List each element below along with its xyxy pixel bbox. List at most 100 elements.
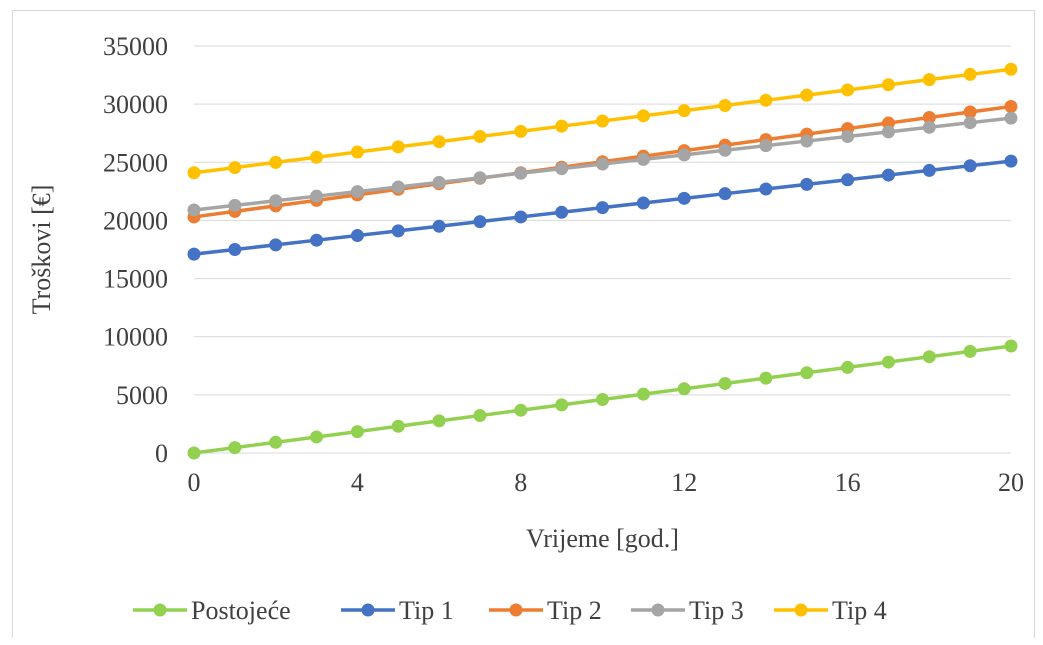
legend-marker (651, 603, 665, 617)
data-point (187, 446, 201, 460)
legend-item: Tip 3 (631, 596, 744, 625)
data-point (881, 125, 895, 139)
legend-item: Postojeće (133, 596, 291, 625)
y-tick-label: 30000 (103, 90, 168, 119)
y-tick-label: 15000 (103, 265, 168, 294)
data-point (596, 201, 609, 215)
data-point (963, 344, 977, 358)
data-point (228, 243, 242, 256)
data-point (636, 196, 650, 210)
data-point (473, 409, 487, 423)
legend-item: Tip 2 (489, 596, 602, 625)
data-point (841, 173, 855, 187)
data-point (555, 398, 569, 412)
data-point (1004, 62, 1018, 76)
data-point (636, 387, 650, 401)
x-tick-labels: 0 4 8 12 16 20 (188, 468, 1025, 497)
data-point (636, 152, 650, 166)
data-point (922, 163, 936, 177)
data-point (718, 98, 732, 112)
series-4 (187, 62, 1018, 180)
data-point (228, 198, 242, 212)
data-point (881, 78, 895, 92)
data-point (350, 229, 364, 243)
legend-marker (509, 603, 523, 617)
data-point (677, 191, 691, 205)
series-layer (187, 62, 1018, 460)
data-point (636, 109, 650, 123)
data-point (310, 150, 324, 164)
data-point (555, 162, 569, 176)
legend-marker (153, 603, 167, 617)
data-point (473, 130, 487, 144)
data-point (269, 155, 283, 169)
data-point (432, 219, 446, 233)
y-tick-label: 10000 (103, 323, 168, 352)
data-point (187, 247, 201, 261)
data-point (555, 119, 569, 133)
data-point (677, 104, 691, 118)
legend-label: Tip 2 (547, 596, 602, 625)
data-point (759, 182, 773, 196)
x-axis-title: Vrijeme [god.] (526, 524, 679, 553)
series-1 (187, 154, 1018, 261)
data-point (1004, 111, 1018, 125)
data-point (963, 67, 977, 81)
data-point (432, 414, 446, 428)
data-point (514, 166, 528, 180)
data-point (596, 114, 609, 128)
data-point (269, 238, 283, 252)
data-point (391, 419, 405, 433)
data-point (963, 116, 977, 130)
data-point (800, 366, 814, 380)
data-point (596, 157, 609, 171)
data-point (963, 159, 977, 173)
data-point (596, 393, 609, 407)
data-point (432, 175, 446, 189)
legend-item: Tip 4 (774, 596, 887, 625)
data-point (514, 403, 528, 417)
data-point (881, 168, 895, 182)
data-point (269, 194, 283, 208)
data-point (350, 185, 364, 199)
data-point (841, 360, 855, 374)
x-tick-label: 4 (351, 468, 364, 497)
y-tick-label: 20000 (103, 206, 168, 235)
data-point (800, 177, 814, 191)
data-point (800, 134, 814, 148)
x-tick-label: 0 (188, 468, 201, 497)
y-tick-label: 5000 (116, 381, 168, 410)
data-point (473, 171, 487, 185)
data-point (922, 73, 936, 87)
data-point (310, 189, 324, 203)
data-point (841, 83, 855, 97)
data-point (228, 161, 242, 175)
data-point (228, 441, 242, 455)
data-point (391, 224, 405, 238)
data-point (514, 124, 528, 138)
x-tick-label: 12 (671, 468, 697, 497)
x-tick-label: 20 (998, 468, 1024, 497)
data-point (514, 210, 528, 224)
legend-label: Postojeće (191, 596, 291, 625)
legend: Postojeće Tip 1 Tip 2 Tip 3 Tip 4 (133, 596, 887, 625)
y-tick-label: 0 (155, 439, 168, 468)
data-point (677, 382, 691, 396)
y-tick-label: 35000 (103, 32, 168, 61)
legend-item: Tip 1 (341, 596, 454, 625)
data-point (963, 105, 977, 119)
data-point (841, 129, 855, 143)
y-axis-title: Troškovi [€] (27, 185, 56, 315)
data-point (391, 140, 405, 154)
y-tick-labels: 0 5000 10000 15000 20000 25000 30000 35000 (103, 32, 168, 468)
data-point (432, 135, 446, 149)
data-point (187, 166, 201, 180)
x-tick-label: 16 (835, 468, 861, 497)
data-point (187, 203, 201, 217)
data-point (718, 376, 732, 390)
series-3 (187, 111, 1018, 217)
data-point (350, 145, 364, 159)
legend-label: Tip 3 (689, 596, 744, 625)
data-point (759, 139, 773, 153)
